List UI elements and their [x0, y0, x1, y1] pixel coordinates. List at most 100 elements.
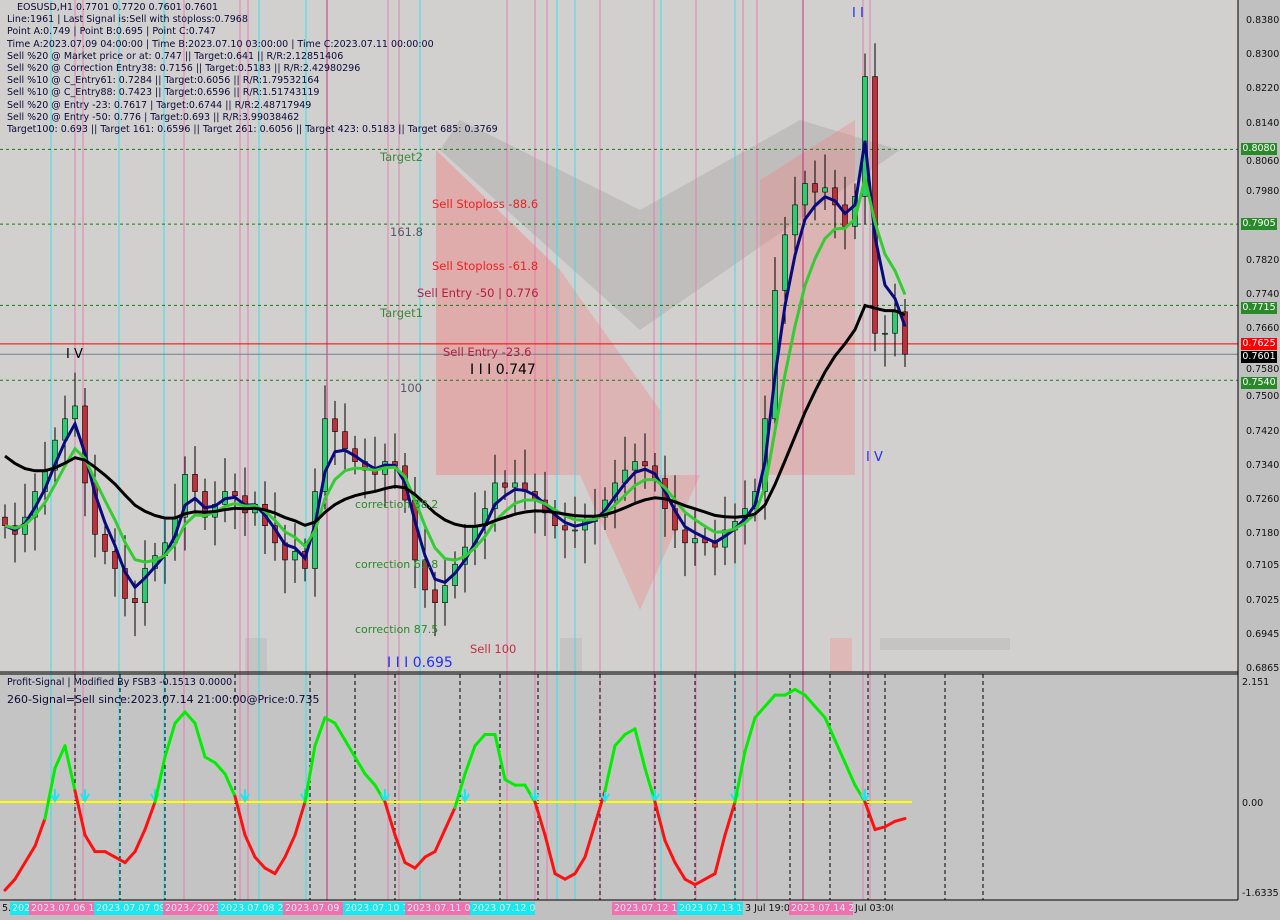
time-label: Jul 03:00: [855, 903, 893, 914]
oscillator-segment: [543, 833, 557, 876]
oscillator-segment: [693, 877, 707, 887]
candle-bull: [892, 311, 898, 334]
info-line: Sell %10 @ C_Entry88: 0.7423 || Target:0…: [7, 87, 320, 99]
info-line: Target100: 0.693 || Target 161: 0.6596 |…: [7, 123, 498, 135]
oscillator-segment: [563, 872, 577, 881]
oscillator-segment: [533, 800, 547, 837]
candle-bull: [442, 585, 448, 604]
oscillator-segment: [823, 716, 837, 742]
label-sell-stoploss-61: Sell Stoploss -61.8: [432, 259, 539, 273]
oscillator-segment: [453, 772, 467, 810]
oscillator-segment: [413, 855, 427, 870]
candle-bull: [182, 474, 188, 518]
price-tick: 0.6865: [1246, 663, 1280, 674]
time-label: 2023.07.07 09:00 0: [94, 902, 163, 915]
candle-bull: [632, 461, 638, 471]
oscillator-segment: [893, 817, 907, 823]
oscillator-segment: [363, 772, 377, 787]
price-tag: 0.7715: [1241, 301, 1277, 314]
oscillator-segment: [313, 716, 327, 748]
oscillator-segment: [503, 777, 517, 787]
candle-bull: [882, 332, 888, 335]
oscillator-segment: [43, 766, 57, 821]
oscillator-segment: [293, 800, 307, 837]
oscillator-segment: [303, 744, 317, 804]
oscillator-segment: [633, 727, 647, 770]
oscillator-segment: [103, 850, 117, 859]
price-tick: 0.7105: [1246, 560, 1280, 572]
oscillator-segment: [353, 755, 367, 776]
slow-ma-line: [4, 303, 906, 528]
oscillator-segment: [213, 761, 227, 776]
oscillator-segment: [673, 861, 687, 881]
candle-bear: [562, 525, 568, 531]
indicator-tick: 2.151: [1242, 677, 1270, 688]
oscillator-segment: [283, 833, 297, 859]
price-tick: 0.7580: [1246, 363, 1280, 375]
oscillator-segment: [473, 732, 487, 748]
candle-bear: [832, 187, 838, 206]
oscillator-segment: [583, 822, 597, 859]
oscillator-segment: [603, 744, 617, 793]
label-sell-entry-23: Sell Entry -23.6: [443, 345, 532, 359]
oscillator-segment: [113, 855, 127, 865]
candle-bear: [2, 516, 8, 527]
oscillator-segment: [73, 789, 87, 837]
candle-bear: [102, 533, 108, 552]
oscillator-segment: [763, 693, 777, 708]
candle-bear: [192, 474, 198, 492]
oscillator-segment: [723, 800, 737, 837]
time-label: 2023.07.09 19:0: [283, 902, 343, 915]
label-sell-100: Sell 100: [470, 642, 517, 656]
candle-bull: [322, 418, 328, 492]
time-label: 2023.07.06 13:00: [29, 902, 94, 915]
price-tick: 0.7740: [1246, 288, 1280, 300]
oscillator-segment: [323, 716, 337, 725]
signal-info-panel: EOSUSD,H1 0.7701 0.7720 0.7601 0.7601 Lin…: [7, 2, 498, 136]
price-levels: [0, 148, 1238, 381]
time-label: 2023.07.14 20:00: [789, 902, 853, 915]
label-point-a: I V: [66, 347, 83, 362]
cross-arrow-icon: [240, 789, 250, 804]
label-100: 100: [400, 381, 422, 395]
price-tick: 0.7660: [1246, 322, 1280, 334]
oscillator-segment: [153, 755, 167, 804]
oscillator-segment: [133, 828, 147, 854]
candle-bear: [432, 589, 438, 604]
oscillator-segment: [713, 833, 727, 876]
price-tag: 0.7540: [1241, 376, 1277, 389]
oscillator-segment: [653, 800, 667, 843]
candle-bull: [802, 183, 808, 206]
cross-arrow-icon: [50, 789, 60, 804]
info-line: Sell %20 @ Entry -23: 0.7617 | Target:0.…: [7, 99, 312, 111]
label-sell-stoploss-88: Sell Stoploss -88.6: [432, 197, 539, 211]
oscillator-segment: [663, 839, 677, 865]
oscillator-segment: [233, 794, 247, 837]
oscillator-segment: [703, 872, 717, 881]
label-wave-iv: I V: [866, 450, 883, 465]
candle-bull: [692, 538, 698, 544]
candle-bear: [812, 183, 818, 193]
candle-bear: [112, 551, 118, 569]
moving-averages: [4, 140, 907, 590]
price-tick: 0.8380: [1246, 15, 1280, 26]
cross-arrow-shape: [80, 789, 90, 804]
oscillator-segment: [13, 861, 27, 881]
oscillator-segment: [183, 710, 197, 725]
cross-arrow-icon: [460, 789, 470, 804]
oscillator-segment: [223, 772, 237, 798]
oscillator-segment: [433, 828, 447, 854]
oscillator-segment: [423, 850, 437, 859]
price-tag: 0.7601: [1241, 350, 1277, 363]
oscillator-segment: [273, 855, 287, 876]
price-tag: 0.7905: [1241, 218, 1277, 231]
candle-bear: [232, 491, 238, 497]
oscillator-segment: [833, 738, 847, 765]
oscillator-segment: [83, 833, 97, 854]
oscillator-segment: [553, 872, 567, 881]
oscillator-segment: [163, 721, 177, 759]
price-tick: 0.7820: [1246, 254, 1280, 266]
oscillator-segment: [743, 716, 757, 753]
main-panel-bg: [0, 0, 1238, 672]
